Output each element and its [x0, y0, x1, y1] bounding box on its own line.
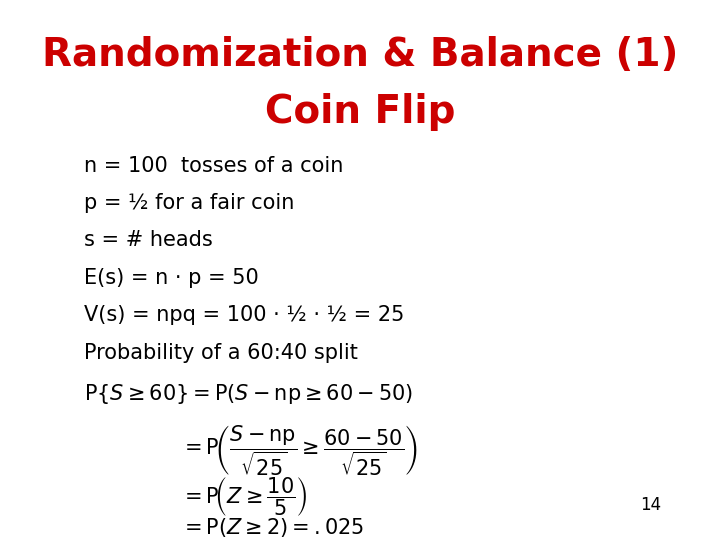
Text: $\mathrm{P}\{S \geq 60\} = \mathrm{P}(S - \mathrm{np} \geq 60 - 50)$: $\mathrm{P}\{S \geq 60\} = \mathrm{P}(S …	[84, 382, 413, 406]
Text: V(s) = npq = 100 · ½ · ½ = 25: V(s) = npq = 100 · ½ · ½ = 25	[84, 305, 405, 325]
Text: p = ½ for a fair coin: p = ½ for a fair coin	[84, 193, 294, 213]
Text: 14: 14	[640, 496, 662, 514]
Text: s = # heads: s = # heads	[84, 231, 213, 251]
Text: $= \mathrm{P}(Z \geq 2) = .025$: $= \mathrm{P}(Z \geq 2) = .025$	[180, 516, 364, 539]
Text: $= \mathrm{P}\!\left(Z \geq \dfrac{10}{5}\right)$: $= \mathrm{P}\!\left(Z \geq \dfrac{10}{5…	[180, 475, 308, 518]
Text: Coin Flip: Coin Flip	[265, 93, 455, 131]
Text: Probability of a 60:40 split: Probability of a 60:40 split	[84, 342, 358, 362]
Text: E(s) = n · p = 50: E(s) = n · p = 50	[84, 268, 259, 288]
Text: Randomization & Balance (1): Randomization & Balance (1)	[42, 36, 678, 75]
Text: $= \mathrm{P}\!\left(\dfrac{S - \mathrm{np}}{\sqrt{25}} \geq \dfrac{60 - 50}{\sq: $= \mathrm{P}\!\left(\dfrac{S - \mathrm{…	[180, 423, 418, 478]
Text: n = 100  tosses of a coin: n = 100 tosses of a coin	[84, 156, 343, 176]
